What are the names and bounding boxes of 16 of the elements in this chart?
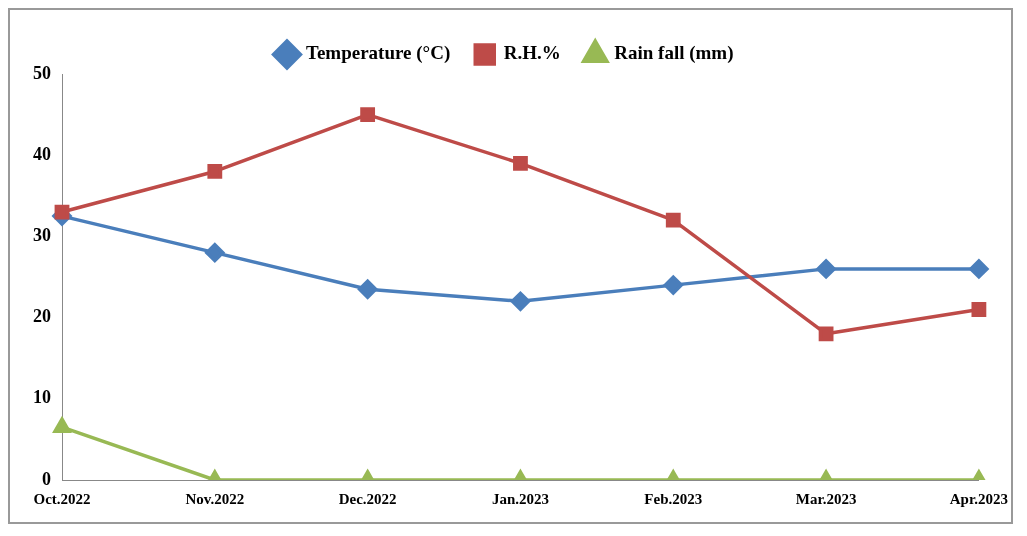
x-tick-label: Mar.2023 <box>795 490 857 507</box>
y-tick-label: 50 <box>33 62 51 83</box>
legend-label: R.H.% <box>503 42 561 64</box>
y-tick-label: 30 <box>33 225 51 246</box>
x-tick-label: Oct.2022 <box>33 490 91 507</box>
y-tick-label: 0 <box>42 468 51 489</box>
x-tick-label: Dec.2022 <box>338 490 397 507</box>
x-tick-label: Jan.2023 <box>491 490 549 507</box>
x-tick-label: Nov.2022 <box>185 490 245 507</box>
legend-label: Rain fall (mm) <box>614 42 734 65</box>
x-tick-label: Feb.2023 <box>644 490 703 507</box>
x-tick-label: Apr.2023 <box>949 490 1009 507</box>
y-tick-label: 20 <box>33 306 51 327</box>
y-tick-label: 40 <box>33 143 51 164</box>
legend-label: Temperature (°C) <box>305 42 451 65</box>
y-tick-label: 10 <box>33 387 51 408</box>
